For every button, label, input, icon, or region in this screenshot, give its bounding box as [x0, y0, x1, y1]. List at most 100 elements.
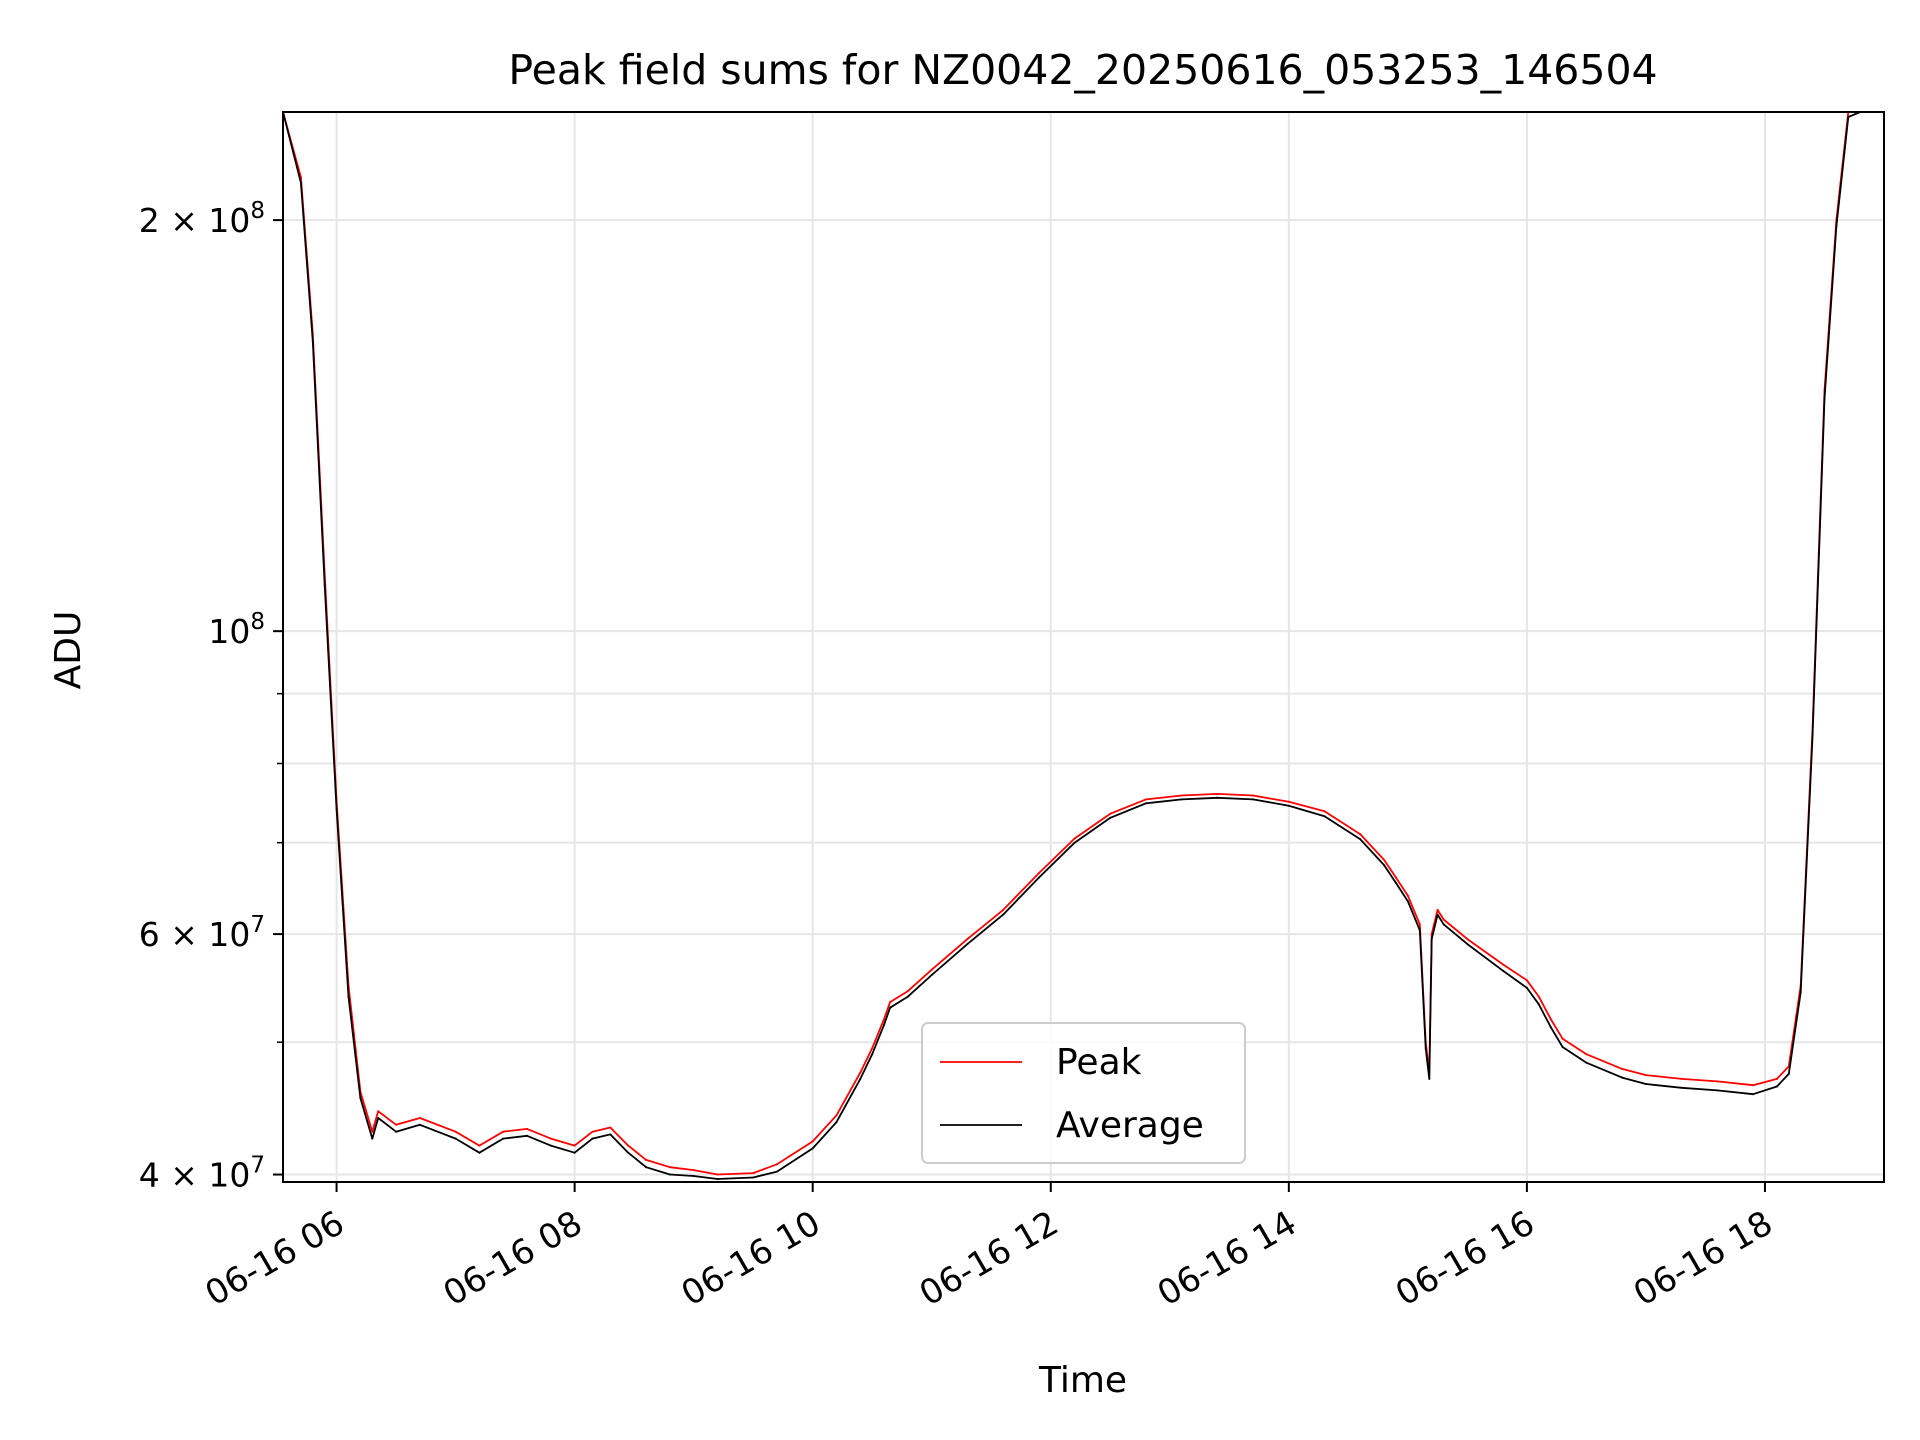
series-peak-point: [377, 1110, 380, 1113]
series-average-point: [1073, 841, 1076, 844]
y-tick-label-base: 6 × 10: [139, 915, 251, 954]
series-average-point: [299, 181, 302, 184]
series-peak-point: [716, 1173, 719, 1176]
series-average-point: [1145, 802, 1147, 805]
series-peak-point: [1418, 923, 1421, 926]
series-peak-point: [1287, 800, 1290, 803]
series-average-point: [835, 1121, 838, 1124]
series-average-point: [716, 1178, 719, 1180]
series-average-point: [627, 1151, 630, 1154]
series-peak-point: [1644, 1074, 1647, 1077]
series-peak-point: [371, 1130, 374, 1133]
series-average-point: [1621, 1076, 1624, 1079]
series-peak-point: [1323, 810, 1326, 813]
series-peak-point: [1716, 1080, 1719, 1083]
series-peak-point: [645, 1158, 648, 1161]
series-average-point: [1395, 882, 1397, 884]
series-peak-point: [627, 1144, 630, 1147]
series-peak-point: [1436, 908, 1439, 911]
series-average-point: [1287, 804, 1290, 807]
series-peak-point: [1621, 1067, 1624, 1070]
y-tick-label: 108: [208, 609, 265, 651]
series-peak-point: [883, 1018, 886, 1020]
series-average-point: [1799, 991, 1802, 994]
series-average-point: [871, 1053, 874, 1056]
series-peak-point: [752, 1172, 755, 1175]
y-tick-label: 6 × 107: [139, 912, 265, 954]
series-peak-point: [1037, 872, 1040, 875]
series-peak-point: [526, 1127, 528, 1130]
series-average-point: [1430, 938, 1433, 941]
series-average-point: [377, 1117, 380, 1119]
y-tick-label-base: 2 × 10: [139, 201, 251, 240]
y-tick-label: 4 × 107: [139, 1153, 265, 1195]
series-average-point: [752, 1176, 755, 1179]
series-average-point: [1216, 796, 1219, 799]
series-average-point: [1823, 397, 1826, 400]
series-peak-point: [502, 1130, 505, 1133]
series-average-point: [591, 1137, 594, 1140]
series-peak-point: [776, 1163, 778, 1166]
chart-title: Peak field sums for NZ0042_20250616_0532…: [508, 46, 1657, 94]
series-average-point: [323, 584, 326, 587]
series-peak-point: [1525, 979, 1528, 982]
y-tick-label-exponent: 7: [250, 912, 265, 938]
series-average-point: [1502, 969, 1505, 972]
series-peak-point: [1680, 1077, 1683, 1080]
series-average-point: [1549, 1026, 1552, 1028]
series-peak-point: [1537, 995, 1540, 998]
series-average-point: [1644, 1083, 1647, 1085]
series-peak-point: [966, 938, 969, 941]
series-peak-point: [1395, 876, 1397, 879]
series-peak-point: [1073, 837, 1076, 840]
series-average-point: [668, 1173, 671, 1176]
series-peak-point: [573, 1144, 576, 1147]
series-average-point: [335, 808, 338, 811]
series-peak-point: [1466, 938, 1469, 941]
series-average-point: [966, 943, 969, 946]
series-peak-point: [1002, 908, 1005, 911]
series-peak-point: [811, 1140, 814, 1143]
series-peak-point: [1145, 798, 1147, 801]
legend-label-average: Average: [1056, 1105, 1204, 1146]
series-average-point: [502, 1137, 505, 1140]
legend-box: [921, 1022, 1246, 1164]
series-average-point: [1811, 733, 1814, 736]
series-average-point: [1323, 815, 1326, 818]
series-peak-point: [1406, 894, 1409, 897]
series-average-point: [1716, 1089, 1719, 1092]
series-average-point: [454, 1137, 457, 1140]
series-peak-point: [930, 968, 933, 971]
series-average-point: [1835, 225, 1838, 228]
series-average-point: [1180, 798, 1183, 801]
series-average-point: [889, 1006, 892, 1009]
series-peak-point: [549, 1137, 552, 1140]
series-average-point: [1383, 864, 1386, 867]
series-average-point: [371, 1137, 374, 1140]
series-peak-point: [395, 1123, 398, 1126]
series-peak-point: [1109, 812, 1112, 815]
series-average-point: [1252, 798, 1255, 801]
series-peak-point: [1383, 858, 1386, 861]
series-average-point: [1418, 929, 1421, 932]
series-average-point: [1442, 923, 1445, 926]
legend-label-peak: Peak: [1056, 1042, 1142, 1083]
series-average-point: [418, 1123, 421, 1126]
series-average-point: [1002, 913, 1005, 916]
series-average-point: [1406, 900, 1409, 903]
series-peak-point: [1180, 794, 1183, 797]
series-peak-point: [889, 1001, 892, 1004]
series-peak-point: [1549, 1018, 1552, 1020]
plot-frame: [282, 111, 1885, 1183]
y-tick-label-exponent: 8: [250, 609, 265, 635]
series-average-point: [395, 1130, 398, 1133]
series-average-point: [1436, 913, 1439, 916]
y-tick-label: 2 × 108: [139, 198, 265, 240]
series-peak-point: [454, 1130, 457, 1133]
series-average-point: [573, 1151, 576, 1154]
series-average-point: [1561, 1046, 1564, 1048]
series-peak-point: [906, 990, 909, 993]
